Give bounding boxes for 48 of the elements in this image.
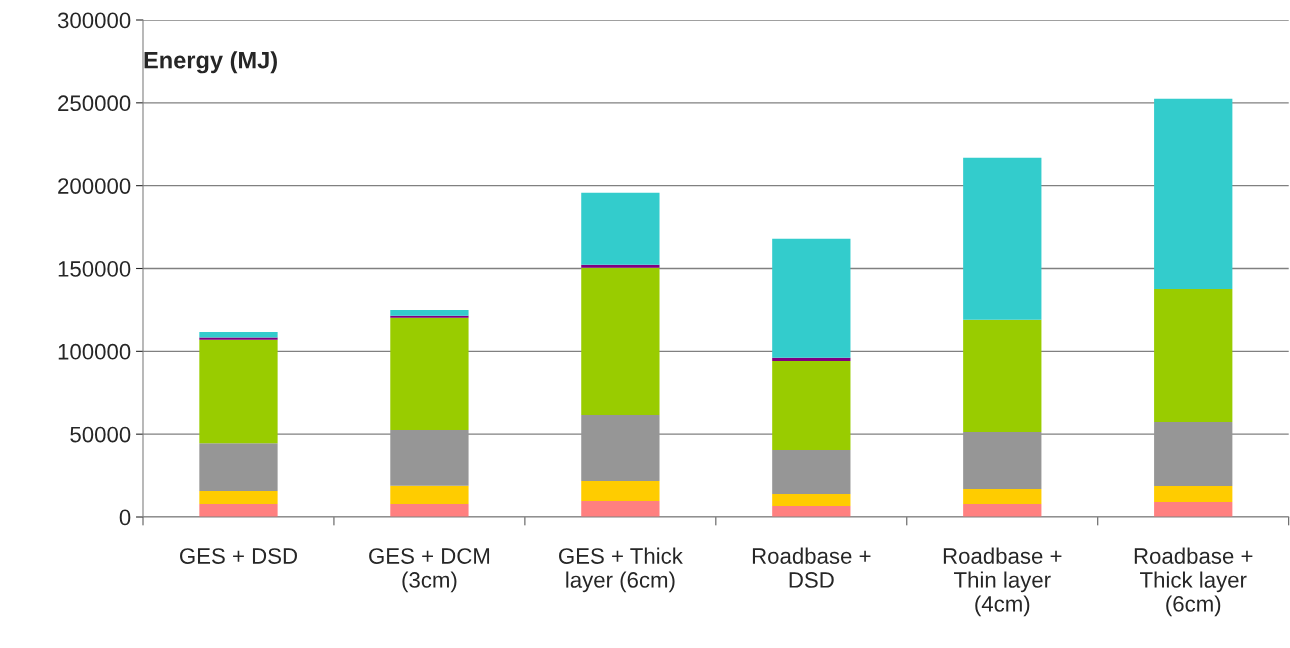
bar [199, 337, 278, 340]
bar [772, 493, 851, 507]
x-tick-label: GES + Thick layer (6cm) [559, 547, 683, 593]
y-tick-label: 50000 [70, 426, 131, 443]
bar [199, 339, 278, 444]
bar [772, 449, 851, 494]
bar [390, 315, 469, 318]
bar [963, 157, 1042, 320]
bar [963, 489, 1042, 504]
bar [772, 506, 851, 517]
bar [199, 504, 278, 517]
x-tick-label: GES + DCM (3cm) [369, 548, 490, 593]
bar [581, 192, 660, 265]
bar [581, 264, 660, 268]
bar [963, 503, 1042, 517]
y-tick-label: 200000 [58, 178, 131, 194]
bar [581, 267, 660, 415]
bar [772, 357, 851, 361]
bar [1154, 421, 1233, 487]
bar [199, 331, 278, 338]
x-tick-label: GES + DSD [180, 548, 297, 564]
bar [199, 490, 278, 505]
bar [1154, 98, 1233, 289]
bar [390, 317, 469, 431]
bar [1154, 288, 1233, 422]
bar [1154, 501, 1233, 517]
bar [581, 414, 660, 482]
bar [1154, 486, 1233, 502]
y-tick-label: 100000 [58, 343, 131, 360]
y-axis-title: Energy (MJ) [144, 51, 277, 74]
y-tick-label: 300000 [57, 12, 131, 29]
bar [199, 443, 278, 491]
x-tick-label: Roadbase + DSD [752, 547, 871, 588]
bar [772, 238, 851, 358]
y-tick-label: 150000 [58, 261, 131, 277]
y-tick-label: 250000 [58, 95, 131, 112]
x-tick-label: Roadbase + Thick layer (6cm) [1134, 547, 1253, 617]
bar [772, 360, 851, 450]
bar [581, 481, 660, 501]
y-tick-label: 0 [119, 509, 131, 526]
x-tick-label: Roadbase + Thin layer (4cm) [943, 547, 1062, 617]
bar [963, 432, 1042, 489]
bar [581, 500, 660, 517]
bar [390, 504, 469, 517]
bar [390, 309, 469, 316]
bar [390, 430, 469, 486]
bar [390, 485, 469, 505]
bar [963, 319, 1042, 433]
